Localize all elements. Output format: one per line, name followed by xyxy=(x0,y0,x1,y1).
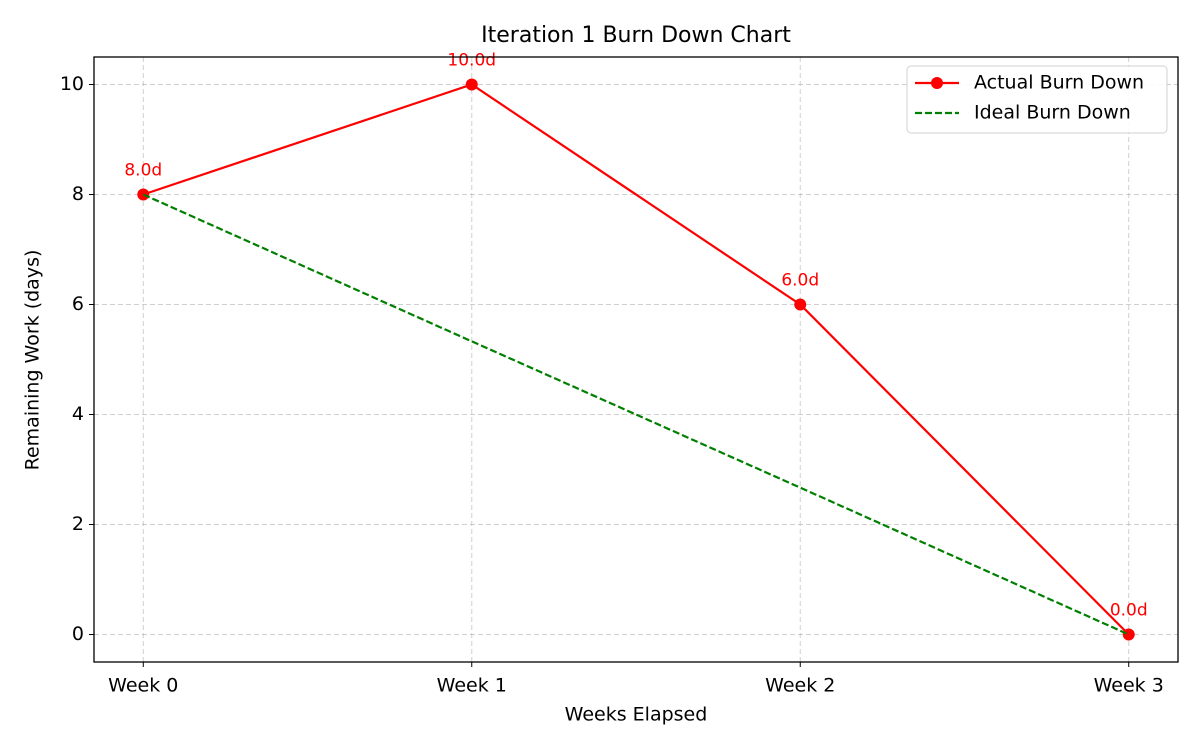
chart-title: Iteration 1 Burn Down Chart xyxy=(481,23,791,48)
data-label: 6.0d xyxy=(781,271,819,291)
x-tick-label: Week 2 xyxy=(765,675,835,697)
y-tick-label: 2 xyxy=(72,513,84,535)
data-point xyxy=(465,78,478,91)
x-tick-label: Week 3 xyxy=(1094,675,1164,697)
y-tick-label: 6 xyxy=(72,293,84,315)
legend-box xyxy=(906,65,1168,134)
data-point xyxy=(1122,628,1135,641)
data-label: 8.0d xyxy=(124,161,162,181)
data-point xyxy=(794,298,807,311)
x-tick-label: Week 0 xyxy=(108,675,178,697)
y-tick-label: 4 xyxy=(72,403,84,425)
series-line xyxy=(142,83,1130,636)
x-tick-label: Week 1 xyxy=(437,675,507,697)
data-label: 0.0d xyxy=(1110,601,1148,621)
legend-label: Actual Burn Down xyxy=(974,72,1144,94)
legend-marker xyxy=(931,77,943,89)
y-tick-label: 0 xyxy=(72,623,84,645)
y-axis-label: Remaining Work (days) xyxy=(22,250,44,471)
plot-frame xyxy=(93,56,1179,663)
x-axis-label: Weeks Elapsed xyxy=(565,704,708,726)
y-tick-label: 8 xyxy=(72,183,84,205)
legend-label: Ideal Burn Down xyxy=(974,102,1131,124)
y-tick-label: 10 xyxy=(60,73,84,95)
data-label: 10.0d xyxy=(447,51,496,71)
